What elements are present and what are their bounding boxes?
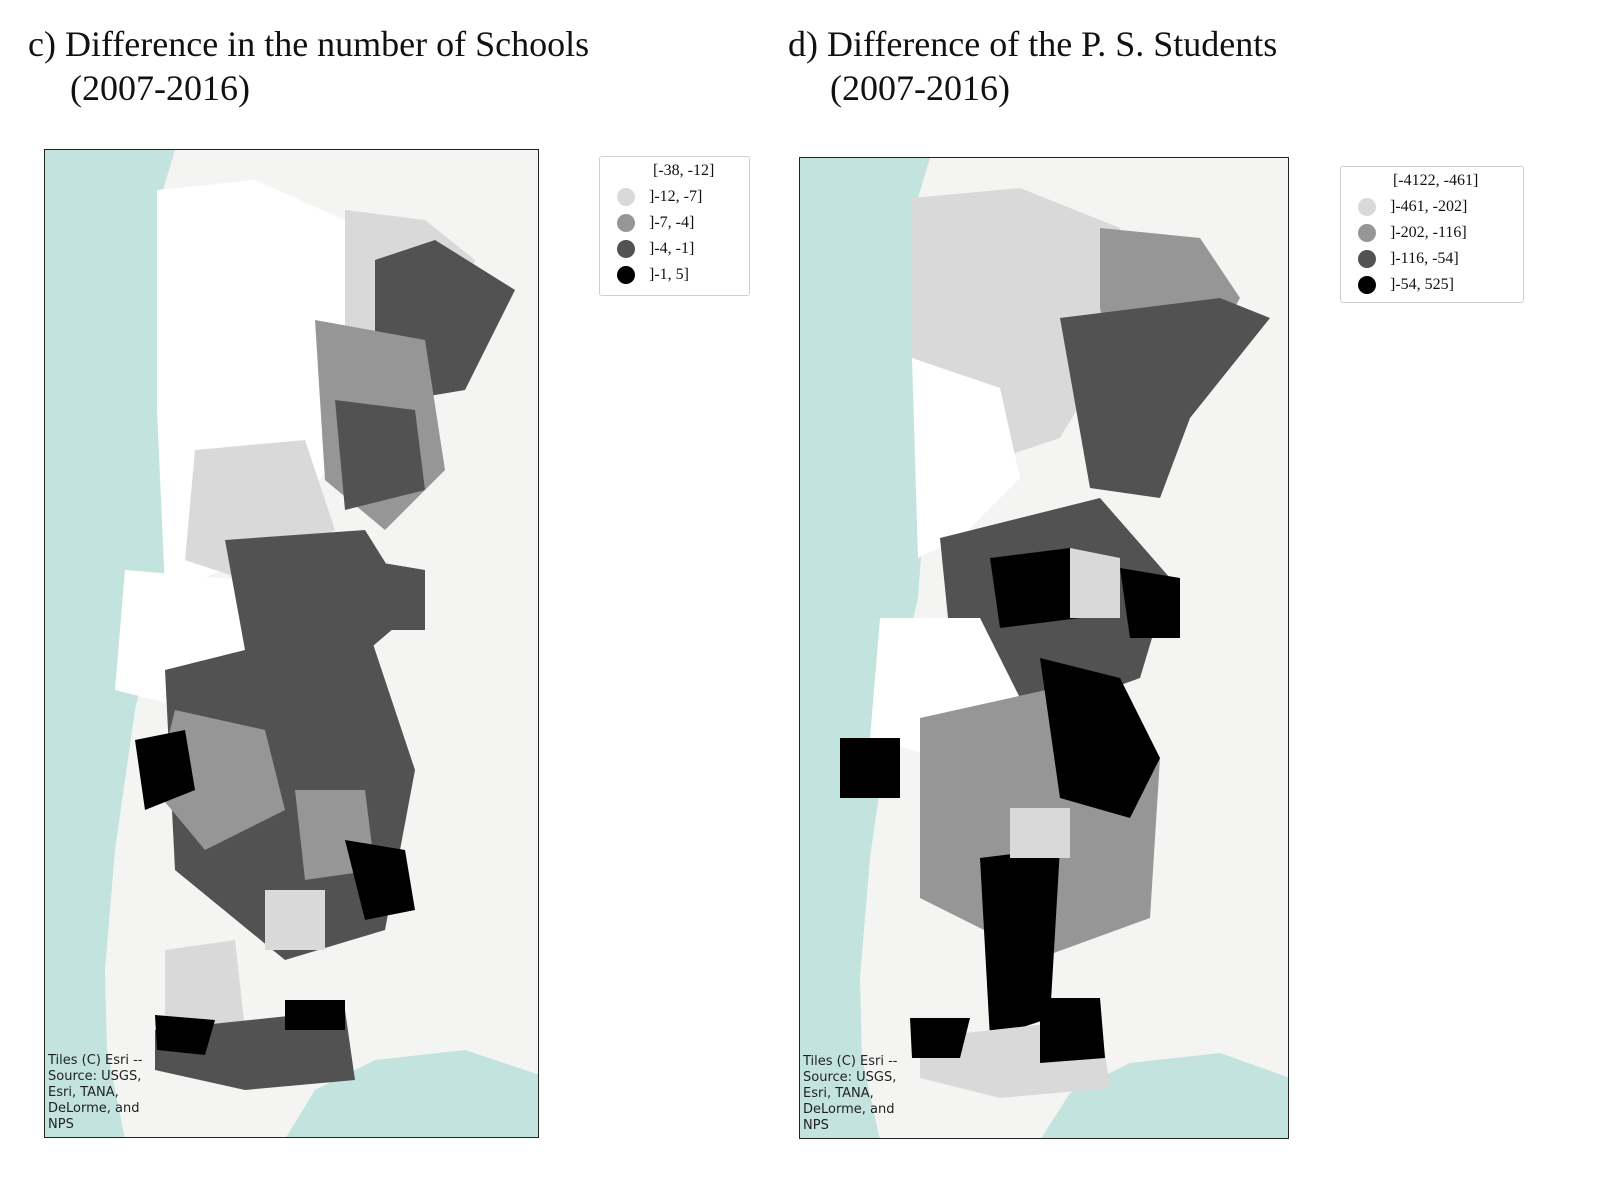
legend-item: ]-461, -202]: [1358, 198, 1467, 216]
region-south-light-2: [265, 890, 325, 950]
legend-label: [-4122, -461]: [1393, 172, 1479, 189]
region-east-black: [1120, 568, 1180, 638]
map-title-c: c) Difference in the number of Schools (…: [28, 22, 589, 110]
map-title-c-line1: c) Difference in the number of Schools: [28, 24, 590, 64]
credit-line: Esri, TANA,: [803, 1086, 874, 1101]
legend-label: ]-461, -202]: [1390, 198, 1468, 215]
choropleth-map-d: [800, 158, 1288, 1138]
legend-label: ]-202, -116]: [1390, 224, 1467, 241]
region-algarve-black: [155, 1015, 215, 1055]
region-east-dark: [365, 560, 425, 630]
region-center-black: [990, 548, 1080, 628]
region-south-light: [165, 940, 245, 1030]
region-center-light: [1070, 548, 1120, 618]
region-north-white: [912, 358, 1020, 558]
sea-area: [45, 150, 175, 1137]
tile-credit-c: Tiles (C) Esri -- Source: USGS, Esri, TA…: [48, 1053, 142, 1133]
legend-swatch: [1358, 250, 1376, 268]
credit-line: DeLorme, and: [803, 1102, 895, 1117]
legend-label: ]-4, -1]: [649, 240, 695, 257]
region-group-d: [840, 188, 1270, 1098]
region-interior-dark: [335, 400, 425, 510]
credit-line: Source: USGS,: [48, 1069, 142, 1084]
sea-area-south: [1041, 1053, 1288, 1138]
sea-area: [800, 158, 930, 1138]
legend-label: ]-1, 5]: [649, 266, 689, 283]
region-south-light: [1010, 808, 1070, 858]
legend-swatch: [1358, 224, 1376, 242]
legend-item: ]-7, -4]: [617, 214, 694, 232]
legend-swatch: [617, 188, 635, 206]
legend-label: ]-116, -54]: [1390, 250, 1459, 267]
tile-credit-d: Tiles (C) Esri -- Source: USGS, Esri, TA…: [803, 1054, 897, 1134]
legend-c: [-38, -12] ]-12, -7] ]-7, -4] ]-4, -1] ]…: [599, 156, 750, 296]
region-algarve-black: [1040, 998, 1105, 1063]
legend-item: ]-4, -1]: [617, 240, 694, 258]
map-title-d-line1: d) Difference of the P. S. Students: [788, 24, 1278, 64]
legend-swatch: [617, 266, 635, 284]
map-title-d: d) Difference of the P. S. Students (200…: [788, 22, 1277, 110]
credit-line: Source: USGS,: [803, 1070, 897, 1085]
region-northeast-dark: [1060, 298, 1270, 498]
legend-item: ]-54, 525]: [1358, 276, 1454, 294]
legend-label: ]-54, 525]: [1390, 276, 1454, 293]
map-title-d-line2: (2007-2016): [830, 68, 1010, 108]
region-group-c: [115, 180, 515, 1090]
region-south-black: [1040, 658, 1160, 818]
credit-line: DeLorme, and: [48, 1101, 140, 1116]
legend-label: ]-12, -7]: [649, 188, 703, 205]
legend-item: ]-12, -7]: [617, 188, 702, 206]
legend-swatch: [617, 240, 635, 258]
credit-line: Esri, TANA,: [48, 1085, 119, 1100]
choropleth-map-c: [45, 150, 538, 1137]
legend-item: [-38, -12]: [653, 162, 714, 180]
credit-line: Tiles (C) Esri --: [803, 1054, 898, 1069]
legend-label: [-38, -12]: [653, 162, 715, 179]
region-lisbon-black: [840, 738, 900, 798]
legend-item: ]-202, -116]: [1358, 224, 1467, 242]
legend-swatch: [617, 214, 635, 232]
sea-area-south: [286, 1050, 538, 1137]
credit-line: Tiles (C) Esri --: [48, 1053, 143, 1068]
region-east-black: [345, 840, 415, 920]
region-lisbon-black: [135, 730, 195, 810]
legend-d: [-4122, -461] ]-461, -202] ]-202, -116] …: [1340, 166, 1524, 303]
region-south-dark: [165, 620, 415, 960]
credit-line: NPS: [803, 1118, 829, 1133]
legend-swatch: [1358, 198, 1376, 216]
region-south-black-2: [980, 848, 1060, 1038]
legend-item: ]-1, 5]: [617, 266, 689, 284]
map-title-c-line2: (2007-2016): [70, 68, 250, 108]
map-panel-c[interactable]: Tiles (C) Esri -- Source: USGS, Esri, TA…: [44, 149, 539, 1138]
map-panel-d[interactable]: Tiles (C) Esri -- Source: USGS, Esri, TA…: [799, 157, 1289, 1139]
region-algarve-black-2: [910, 1018, 970, 1058]
legend-item: ]-116, -54]: [1358, 250, 1459, 268]
legend-swatch: [1358, 276, 1376, 294]
legend-label: ]-7, -4]: [649, 214, 695, 231]
legend-item: [-4122, -461]: [1393, 172, 1478, 190]
credit-line: NPS: [48, 1117, 74, 1132]
region-algarve-black-2: [285, 1000, 345, 1030]
